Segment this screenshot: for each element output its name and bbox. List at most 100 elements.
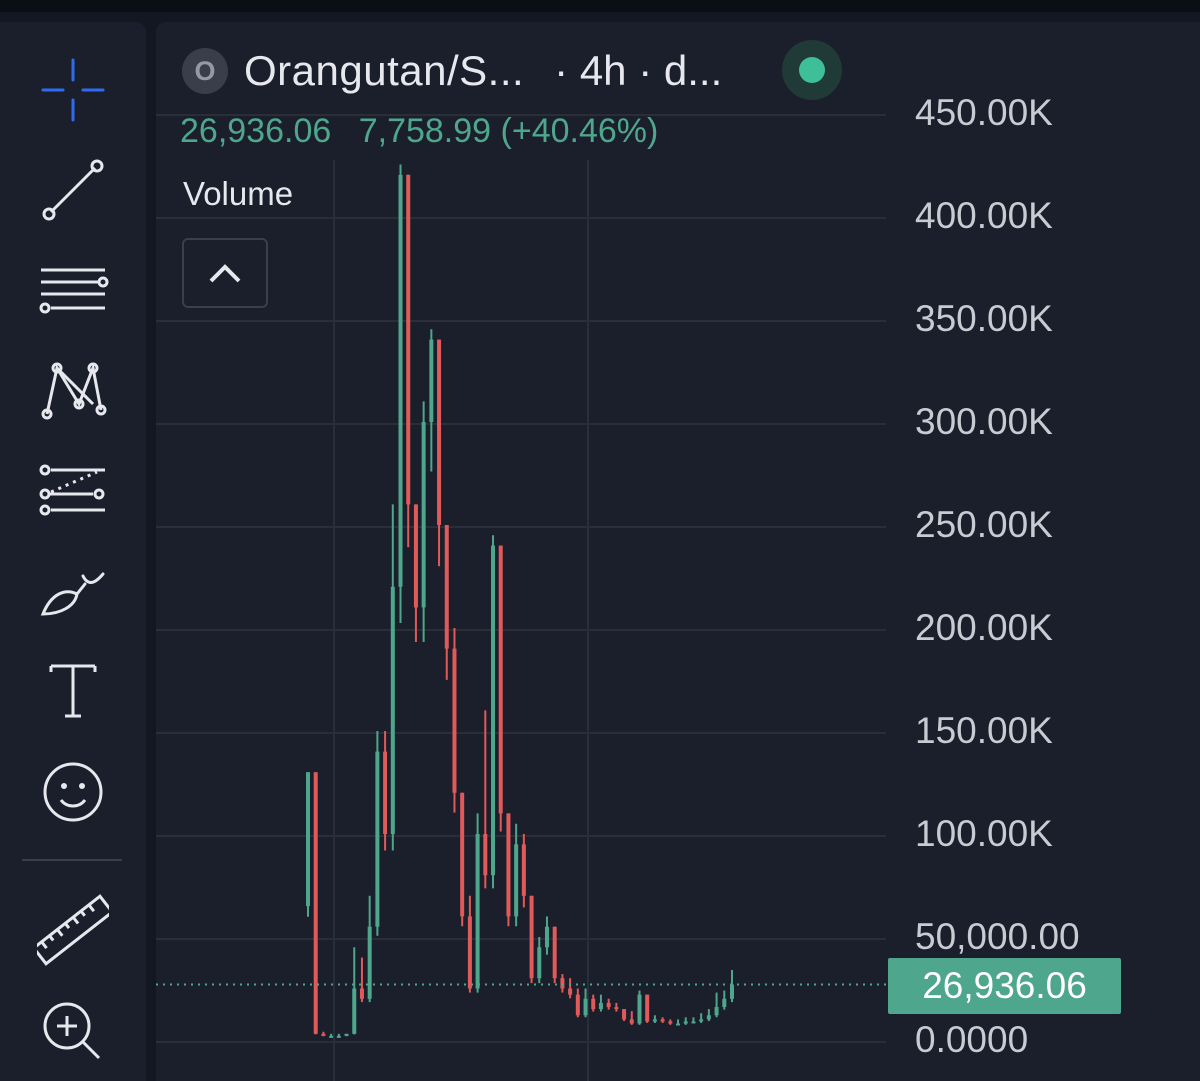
crosshair-tool[interactable] <box>20 50 126 130</box>
top-bar <box>0 0 1200 12</box>
candle-body <box>352 988 357 1034</box>
candle-body <box>452 648 457 793</box>
candle-body <box>475 834 480 989</box>
zoom-in-tool[interactable] <box>20 990 126 1070</box>
candle-body <box>375 751 380 927</box>
candle-body <box>668 1021 673 1024</box>
collapse-legend-button[interactable] <box>182 238 268 308</box>
candle-series <box>306 164 734 1038</box>
candle-body <box>598 1002 603 1010</box>
candle-body <box>498 545 503 814</box>
candle-body <box>560 978 565 989</box>
candle-body <box>437 339 442 525</box>
candle-body <box>329 1035 334 1038</box>
trend-line-icon <box>42 159 104 221</box>
candle-body <box>722 998 727 1008</box>
volume-indicator-label[interactable]: Volume <box>183 175 294 212</box>
candle-body <box>552 926 557 979</box>
interval-exchange[interactable]: · 4h · d... <box>554 47 723 94</box>
price-tick-label: 350.00K <box>915 298 1053 339</box>
candle-body <box>483 834 488 876</box>
candle-body <box>629 1019 634 1024</box>
candle-body <box>706 1015 711 1020</box>
candle-body <box>568 988 573 995</box>
candle-body <box>652 1019 657 1022</box>
candle-body <box>421 422 426 608</box>
last-price-tag: 26,936.06 <box>888 958 1121 1014</box>
symbol-legend[interactable]: O Orangutan/S... · 4h · d... <box>182 44 722 98</box>
candle-body <box>506 813 511 917</box>
candle-body <box>444 525 449 649</box>
candle-body <box>622 1009 627 1020</box>
candle-body <box>730 984 734 999</box>
candle-body <box>390 586 395 834</box>
candle-body <box>606 1002 611 1008</box>
brush-tool[interactable] <box>20 550 126 630</box>
candle-body <box>637 994 642 1024</box>
candle-body <box>406 174 411 505</box>
candle-body <box>583 998 588 1016</box>
chevron-up-icon <box>209 264 241 283</box>
price-tick-label: 250.00K <box>915 504 1053 545</box>
candle-body <box>699 1019 704 1022</box>
emoji-tool[interactable] <box>20 750 126 830</box>
ruler-icon <box>37 894 109 966</box>
price-tick-label: 450.00K <box>915 92 1053 133</box>
candle-body <box>691 1021 696 1024</box>
candle-body <box>676 1023 681 1026</box>
pattern-icon <box>41 362 107 420</box>
horizontal-lines-tool[interactable] <box>20 250 126 330</box>
candle-body <box>398 174 403 587</box>
price-tick-label: 150.00K <box>915 710 1053 751</box>
candle-body <box>359 988 364 999</box>
last-close-value: 26,936.06 <box>180 112 332 150</box>
candle-body <box>614 1007 619 1010</box>
candle-body <box>429 339 434 422</box>
toolbar-divider <box>22 859 122 861</box>
live-status-indicator[interactable] <box>782 40 842 100</box>
candle-body <box>683 1021 688 1024</box>
trend-line-tool[interactable] <box>20 150 126 230</box>
ruler-tool[interactable] <box>20 890 126 970</box>
candle-body <box>306 772 310 907</box>
symbol-logo: O <box>182 48 228 94</box>
symbol-name[interactable]: Orangutan/S... <box>244 47 525 94</box>
price-tick-label: 200.00K <box>915 607 1053 648</box>
candle-body <box>367 926 372 999</box>
price-tick-label: 300.00K <box>915 401 1053 442</box>
pattern-tool[interactable] <box>20 350 126 430</box>
candle-body <box>591 998 596 1010</box>
candle-body <box>544 926 549 948</box>
crosshair-icon <box>41 58 105 122</box>
text-tool[interactable] <box>20 650 126 730</box>
candle-body <box>575 994 580 1016</box>
emoji-icon <box>43 762 103 822</box>
candle-body <box>413 504 418 608</box>
candle-body <box>460 792 465 917</box>
brush-icon <box>40 572 105 616</box>
candle-body <box>321 1033 326 1036</box>
candle-body <box>467 916 472 989</box>
change-value: 7,758.99 (+40.46%) <box>358 112 659 150</box>
fib-icon <box>39 464 105 516</box>
candle-body <box>514 844 519 917</box>
price-tick-label: 400.00K <box>915 195 1053 236</box>
candle-body <box>529 895 534 979</box>
candle-body <box>521 844 526 896</box>
fib-tool[interactable] <box>20 450 126 530</box>
drawing-toolbar <box>0 22 146 1081</box>
candle-body <box>336 1035 341 1038</box>
candle-body <box>660 1019 665 1022</box>
horizontal-lines-icon <box>39 268 109 314</box>
zoom-in-icon <box>43 1002 101 1060</box>
chart-grid <box>156 114 886 1081</box>
price-legend: 26,936.06 7,758.99 (+40.46%) <box>180 112 658 151</box>
candle-body <box>537 947 542 979</box>
price-tick-label: 0.0000 <box>915 1019 1029 1060</box>
text-icon <box>49 664 97 718</box>
candle-body <box>645 994 650 1022</box>
price-tick-label: 100.00K <box>915 813 1053 854</box>
candle-body <box>383 751 388 834</box>
chart-panel[interactable] <box>156 22 1200 1081</box>
